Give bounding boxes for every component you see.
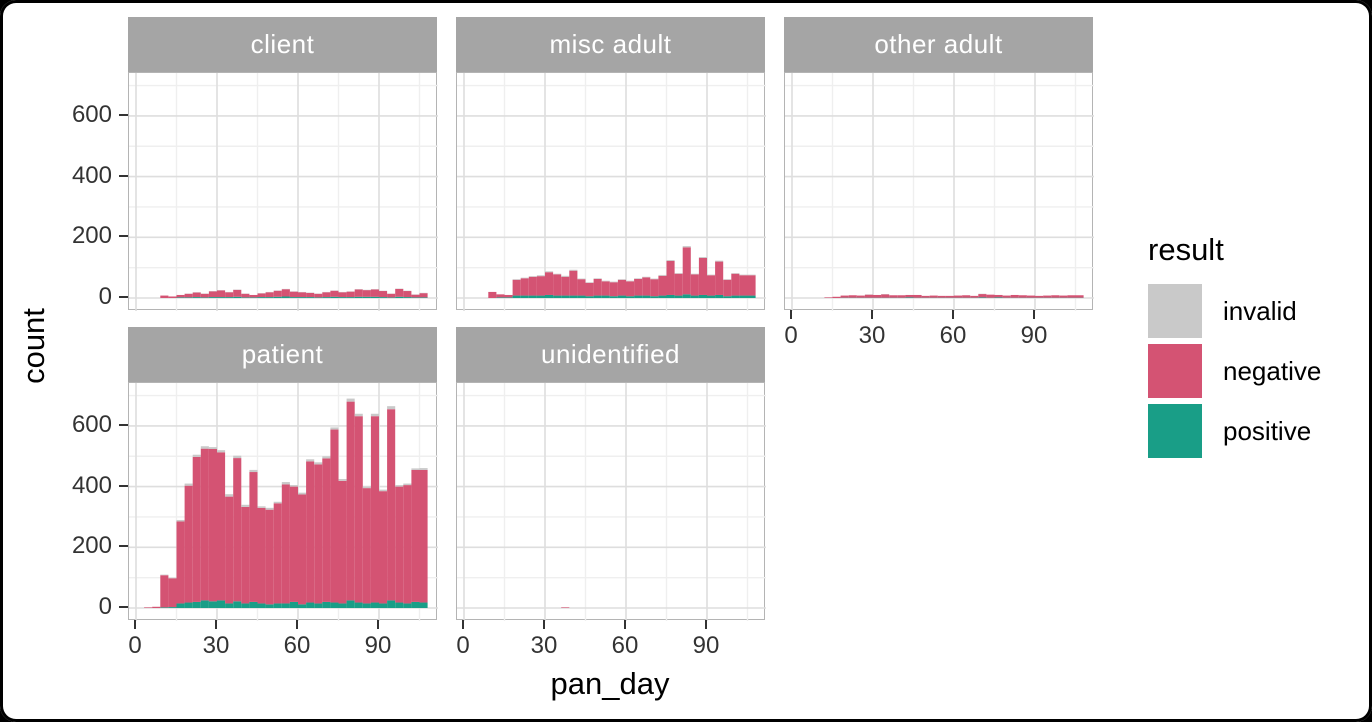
x-tick-label: 0 <box>128 632 142 659</box>
x-tick-label: 60 <box>283 632 311 659</box>
x-tick-label: 0 <box>784 322 798 349</box>
x-tick-label: 0 <box>456 632 470 659</box>
y-tick-mark <box>119 484 128 487</box>
facet-chart-misc-adult <box>457 73 766 311</box>
legend-label: positive <box>1223 415 1312 446</box>
legend-item-positive: positive <box>1148 404 1321 458</box>
x-tick-mark <box>134 620 136 629</box>
legend-swatch-positive <box>1148 404 1202 458</box>
facet-panel-client <box>128 72 438 311</box>
x-tick-mark <box>296 620 298 629</box>
y-tick-label: 200 <box>71 222 112 250</box>
y-tick-label: 200 <box>71 532 112 560</box>
x-tick-label: 60 <box>611 632 639 659</box>
x-tick-mark <box>215 620 217 629</box>
x-tick-label: 90 <box>1020 322 1048 349</box>
y-tick-mark <box>119 174 128 177</box>
y-tick-label: 0 <box>98 283 112 310</box>
y-tick-mark <box>119 113 128 116</box>
x-tick-mark <box>543 620 545 629</box>
facet-strip-patient: patient <box>128 327 437 382</box>
x-tick-mark <box>705 620 707 629</box>
facet-strip-client: client <box>128 17 437 72</box>
facet-chart-other-adult <box>785 73 1094 311</box>
facet-panel-patient <box>128 382 438 621</box>
y-tick-mark <box>119 545 128 548</box>
facet-panel-other-adult <box>784 72 1094 311</box>
y-tick-mark <box>119 606 128 608</box>
x-tick-label: 90 <box>364 632 392 659</box>
x-tick-label: 90 <box>692 632 720 659</box>
x-tick-mark <box>1033 310 1035 319</box>
y-tick-label: 400 <box>71 161 112 189</box>
x-tick-label: 60 <box>939 322 967 349</box>
x-tick-mark <box>871 310 873 319</box>
facet-strip-unidentified: unidentified <box>456 327 765 382</box>
legend-item-negative: negative <box>1148 344 1321 398</box>
legend: result invalid negative positive <box>1148 232 1321 464</box>
y-tick-label: 0 <box>98 593 112 620</box>
legend-swatch-invalid <box>1148 284 1202 338</box>
legend-item-invalid: invalid <box>1148 284 1321 338</box>
legend-swatch-negative <box>1148 344 1202 398</box>
x-tick-mark <box>462 620 464 629</box>
legend-label: invalid <box>1223 295 1297 326</box>
x-tick-mark <box>790 310 792 319</box>
y-tick-label: 600 <box>71 100 112 128</box>
x-tick-label: 30 <box>530 632 558 659</box>
x-axis-title: pan_day <box>550 666 670 701</box>
legend-items: invalid negative positive <box>1148 284 1321 458</box>
legend-title: result <box>1148 232 1224 267</box>
facet-chart-patient <box>129 383 438 621</box>
y-tick-label: 400 <box>71 471 112 499</box>
x-tick-label: 30 <box>858 322 886 349</box>
facet-panel-unidentified <box>456 382 766 621</box>
x-tick-label: 30 <box>202 632 230 659</box>
x-tick-mark <box>624 620 626 629</box>
facet-strip-other-adult: other adult <box>784 17 1093 72</box>
x-tick-mark <box>377 620 379 629</box>
y-tick-mark <box>119 235 128 238</box>
y-tick-mark <box>119 296 128 298</box>
x-tick-mark <box>952 310 954 319</box>
facet-strip-misc-adult: misc adult <box>456 17 765 72</box>
legend-label: negative <box>1223 355 1322 386</box>
y-tick-label: 600 <box>71 410 112 438</box>
facet-chart-unidentified <box>457 383 766 621</box>
y-tick-mark <box>119 423 128 426</box>
facet-chart-client <box>129 73 438 311</box>
facet-panel-misc-adult <box>456 72 766 311</box>
